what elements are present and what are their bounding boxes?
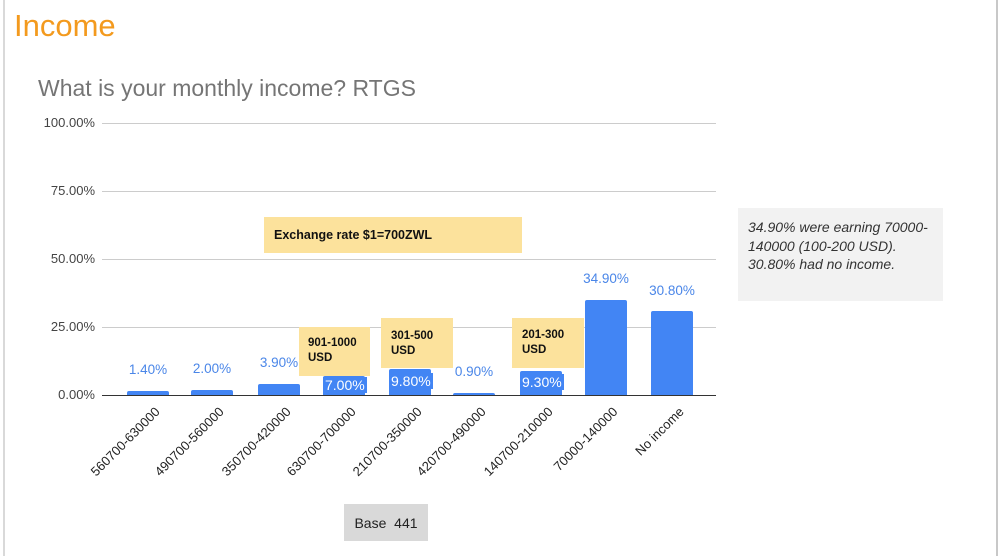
- value-label: 30.80%: [649, 283, 695, 298]
- value-label: 3.90%: [259, 355, 299, 370]
- value-label: 34.90%: [583, 271, 629, 286]
- gridline-75: [102, 191, 716, 192]
- usd-201-300-note: 201-300 USD: [512, 318, 584, 368]
- frame-left-border: [3, 0, 5, 556]
- value-label: 0.90%: [454, 364, 494, 379]
- value-label: 9.80%: [389, 373, 433, 389]
- bar-70000-140000[interactable]: [585, 300, 627, 395]
- frame-right-border: [996, 0, 998, 556]
- y-tick-75: 75.00%: [50, 183, 95, 198]
- base-count-label: Base 441: [354, 514, 418, 531]
- value-label: 9.30%: [520, 374, 564, 390]
- y-tick-0: 0.00%: [58, 387, 95, 402]
- bar-420700-490000[interactable]: [453, 393, 495, 395]
- gridline-50: [102, 259, 716, 260]
- slide-title: Income: [14, 8, 116, 43]
- x-tick-label: 140700-210000: [480, 404, 556, 480]
- exchange-rate-note: Exchange rate $1=700ZWL: [264, 217, 522, 253]
- gridline-100: [102, 123, 716, 124]
- value-label: 2.00%: [192, 361, 232, 376]
- y-tick-25: 25.00%: [50, 319, 95, 334]
- usd-901-1000-note: 901-1000 USD: [299, 327, 370, 376]
- bar-560700-630000[interactable]: [127, 391, 169, 395]
- bar-490700-560000[interactable]: [191, 390, 233, 395]
- y-tick-50: 50.00%: [50, 251, 95, 266]
- x-tick-label: 490700-560000: [151, 404, 227, 480]
- value-label: 1.40%: [128, 362, 168, 377]
- y-tick-100: 100.00%: [43, 115, 95, 130]
- x-tick-label: 420700-490000: [413, 404, 489, 480]
- value-label: 7.00%: [323, 377, 367, 393]
- bar-no-income[interactable]: [651, 311, 693, 395]
- summary-callout: 34.90% were earning 70000-140000 (100-20…: [738, 208, 943, 301]
- usd-301-500-note: 301-500 USD: [381, 318, 453, 368]
- x-tick-label: 630700-700000: [283, 404, 359, 480]
- chart-title: What is your monthly income? RTGS: [38, 75, 416, 101]
- base-count-badge: Base 441: [344, 504, 428, 541]
- x-tick-label: No income: [632, 404, 687, 459]
- bar-350700-420000[interactable]: [258, 384, 300, 395]
- x-axis-baseline: [102, 395, 716, 396]
- x-tick-label: 70000-140000: [550, 404, 621, 474]
